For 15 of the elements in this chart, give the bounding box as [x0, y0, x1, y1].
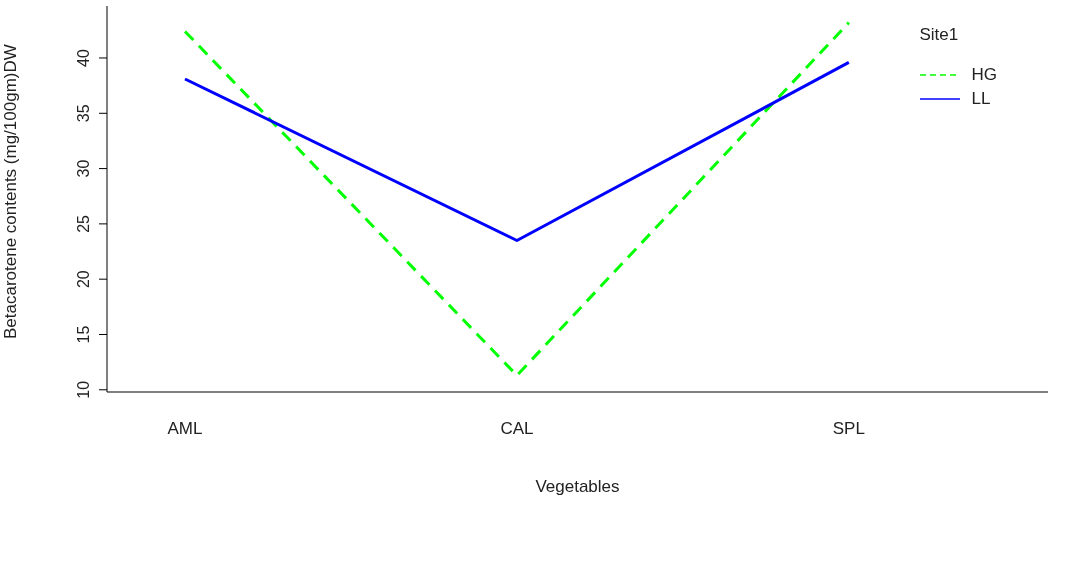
x-tick-label: CAL — [500, 419, 534, 439]
y-tick-label: 20 — [75, 270, 92, 289]
legend-title: Site1 — [919, 25, 960, 45]
y-axis-title: Betacarotene contents (mg/100gm)DW — [1, 44, 21, 339]
y-tick-label: 15 — [75, 325, 92, 344]
x-tick-label: SPL — [832, 419, 865, 439]
legend-label: LL — [971, 89, 991, 109]
y-tick-label: 40 — [75, 48, 92, 67]
x-tick-label: AML — [167, 419, 203, 439]
y-tick-label: 25 — [75, 214, 92, 233]
x-axis-title: Vegetables — [535, 477, 620, 496]
y-tick-label: 10 — [75, 380, 92, 399]
y-tick-label: 30 — [75, 159, 92, 178]
legend-label: HG — [971, 65, 997, 85]
y-tick-label: 35 — [75, 104, 92, 123]
